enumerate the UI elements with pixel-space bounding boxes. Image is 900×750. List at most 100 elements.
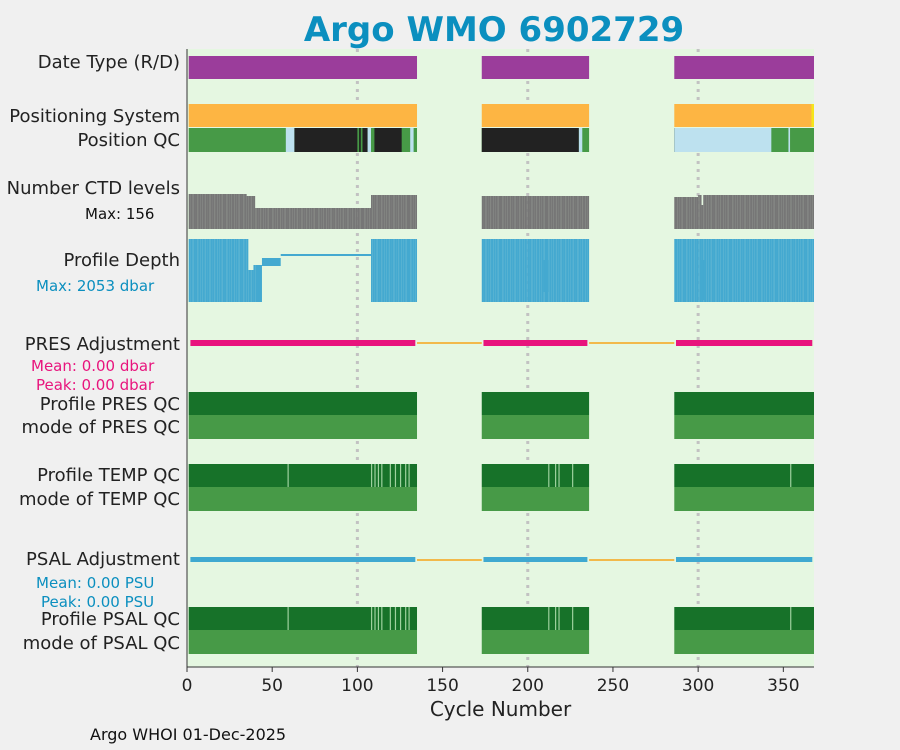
- ctd-level-bar: [687, 197, 690, 229]
- pres-peak-text: Peak: 0.00 dbar: [36, 376, 155, 394]
- ctd-level-bar: [747, 195, 750, 229]
- profile-depth-bar: [565, 239, 567, 302]
- profile-depth-bar: [234, 239, 237, 302]
- profile-depth-bar: [205, 239, 208, 302]
- ctd-level-bar: [539, 196, 542, 229]
- ctd-level-bar: [304, 208, 307, 229]
- ctd-level-bar: [694, 197, 697, 229]
- ctd-level-bar: [745, 195, 748, 229]
- position-qc-lightblue: [578, 128, 583, 152]
- ctd-level-bar: [369, 208, 372, 229]
- ctd-level-bar: [491, 196, 494, 229]
- profile-depth-bar: [805, 239, 808, 302]
- profile-depth-bar: [255, 265, 262, 302]
- profile-pres-qc-bar: [188, 392, 418, 415]
- profile-depth-bar: [503, 239, 506, 302]
- profile-depth-bar: [210, 239, 213, 302]
- ctd-level-bar: [718, 195, 721, 229]
- profile-depth-bar: [539, 239, 542, 302]
- ctd-level-bar: [227, 194, 230, 229]
- depth-max-text: Max: 2053 dbar: [36, 277, 155, 295]
- ctd-level-bar: [546, 196, 549, 229]
- profile-depth-bar: [214, 239, 216, 302]
- profile-temp-qc-break: [377, 464, 380, 487]
- label-psal-adjustment: PSAL Adjustment: [25, 549, 180, 570]
- profile-temp-qc-break: [381, 464, 383, 487]
- profile-depth-bar: [549, 239, 552, 302]
- profile-depth-bar: [575, 239, 578, 302]
- label-number-ctd-levels: Number CTD levels: [6, 178, 180, 199]
- ctd-level-bar: [382, 195, 385, 229]
- profile-depth-bar: [408, 239, 411, 302]
- profile-depth-bar: [808, 239, 811, 302]
- label-mode-temp-qc: mode of TEMP QC: [18, 489, 180, 510]
- profile-depth-bar: [691, 239, 694, 302]
- ctd-level-bar: [258, 208, 261, 229]
- profile-psal-qc-break: [572, 607, 574, 630]
- ctd-level-bar: [222, 194, 225, 229]
- ctd-level-bar: [776, 195, 779, 229]
- ctd-level-bar: [200, 194, 203, 229]
- profile-depth-bar: [684, 239, 687, 302]
- position-qc-dark: [362, 128, 368, 152]
- profile-depth-bar: [555, 239, 557, 302]
- profile-depth-bar: [677, 239, 680, 302]
- ctd-level-bar: [415, 195, 418, 229]
- ctd-level-bar: [556, 196, 559, 229]
- profile-depth-bar: [716, 239, 719, 302]
- ctd-level-bar: [285, 208, 288, 229]
- ctd-level-bar: [807, 195, 809, 229]
- profile-depth-bar: [377, 239, 380, 302]
- profile-depth-bar: [556, 239, 559, 302]
- profile-depth-bar: [718, 239, 721, 302]
- profile-depth-bar: [233, 239, 235, 302]
- ctd-level-bar: [537, 196, 540, 229]
- ctd-level-bar: [779, 195, 782, 229]
- profile-depth-bar: [766, 239, 768, 302]
- mode-psal-qc-bar: [674, 630, 814, 654]
- profile-psal-qc-break: [548, 607, 550, 630]
- ctd-level-bar: [251, 196, 254, 229]
- ctd-level-bar: [565, 196, 567, 229]
- ctd-level-bar: [583, 196, 586, 229]
- ctd-level-bar: [698, 195, 700, 229]
- ctd-level-bar: [500, 196, 503, 229]
- profile-depth-bar: [699, 239, 702, 302]
- profile-psal-qc-bar: [481, 607, 590, 630]
- ctd-level-bar: [401, 195, 404, 229]
- profile-depth-bar: [261, 258, 281, 266]
- profile-depth-bar: [737, 239, 740, 302]
- ctd-level-bar: [803, 195, 806, 229]
- profile-depth-bar: [696, 239, 699, 302]
- profile-depth-bar: [568, 239, 571, 302]
- ctd-level-bar: [522, 196, 525, 229]
- profile-depth-bar: [759, 239, 762, 302]
- positioning-bar: [481, 104, 590, 127]
- profile-depth-bar: [723, 239, 726, 302]
- profile-psal-qc-break: [790, 607, 792, 630]
- profile-depth-bar: [675, 239, 678, 302]
- profile-depth-bar: [803, 239, 806, 302]
- mode-psal-qc-bar: [481, 630, 590, 654]
- label-profile-temp-qc: Profile TEMP QC: [37, 465, 180, 486]
- profile-depth-bar: [756, 239, 758, 302]
- pres-adjustment-line: [190, 340, 416, 346]
- data-type-bar: [674, 56, 814, 79]
- positioning-end-mark: [811, 104, 814, 127]
- ctd-level-bar: [793, 195, 796, 229]
- profile-depth-bar: [762, 239, 765, 302]
- ctd-level-bar: [742, 195, 745, 229]
- ctd-level-bar: [268, 208, 271, 229]
- psal-peak-text: Peak: 0.00 PSU: [41, 593, 155, 611]
- ctd-level-bar: [805, 195, 808, 229]
- ctd-level-bar: [716, 195, 719, 229]
- ctd-level-bar: [526, 196, 528, 229]
- profile-depth-bar: [761, 239, 763, 302]
- profile-depth-bar: [497, 239, 499, 302]
- ctd-level-bar: [791, 195, 794, 229]
- profile-depth-bar: [415, 239, 418, 302]
- ctd-level-bar: [272, 208, 274, 229]
- ctd-level-bar: [527, 196, 530, 229]
- profile-depth-bar: [379, 239, 382, 302]
